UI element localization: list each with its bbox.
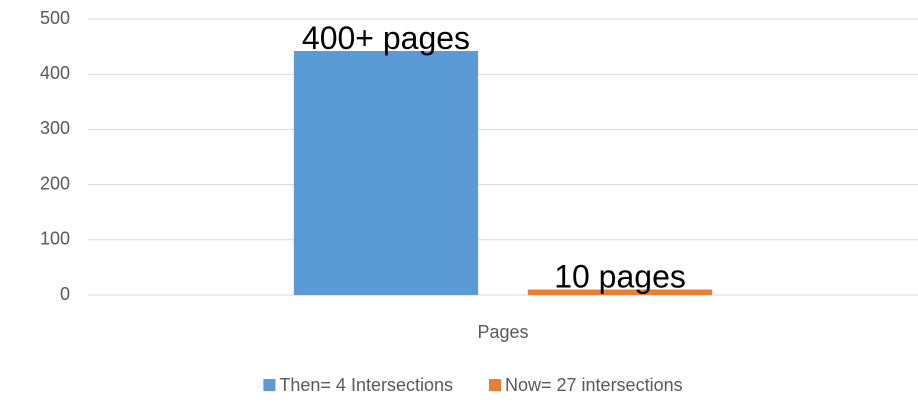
legend-label: Then= 4 Intersections — [279, 375, 453, 395]
legend-label: Now= 27 intersections — [505, 375, 683, 395]
y-tick-label: 200 — [40, 173, 70, 193]
y-tick-label: 0 — [60, 284, 70, 304]
bar — [527, 289, 713, 295]
x-tick-label: Pages — [477, 322, 528, 342]
data-label: 10 pages — [554, 258, 686, 294]
y-tick-label: 500 — [40, 8, 70, 28]
y-tick-label: 400 — [40, 63, 70, 83]
legend-swatch — [489, 379, 502, 391]
data-label: 400+ pages — [302, 20, 470, 56]
y-tick-label: 100 — [40, 229, 70, 249]
legend-swatch — [263, 379, 276, 391]
bar — [293, 51, 479, 296]
y-tick-label: 300 — [40, 118, 70, 138]
